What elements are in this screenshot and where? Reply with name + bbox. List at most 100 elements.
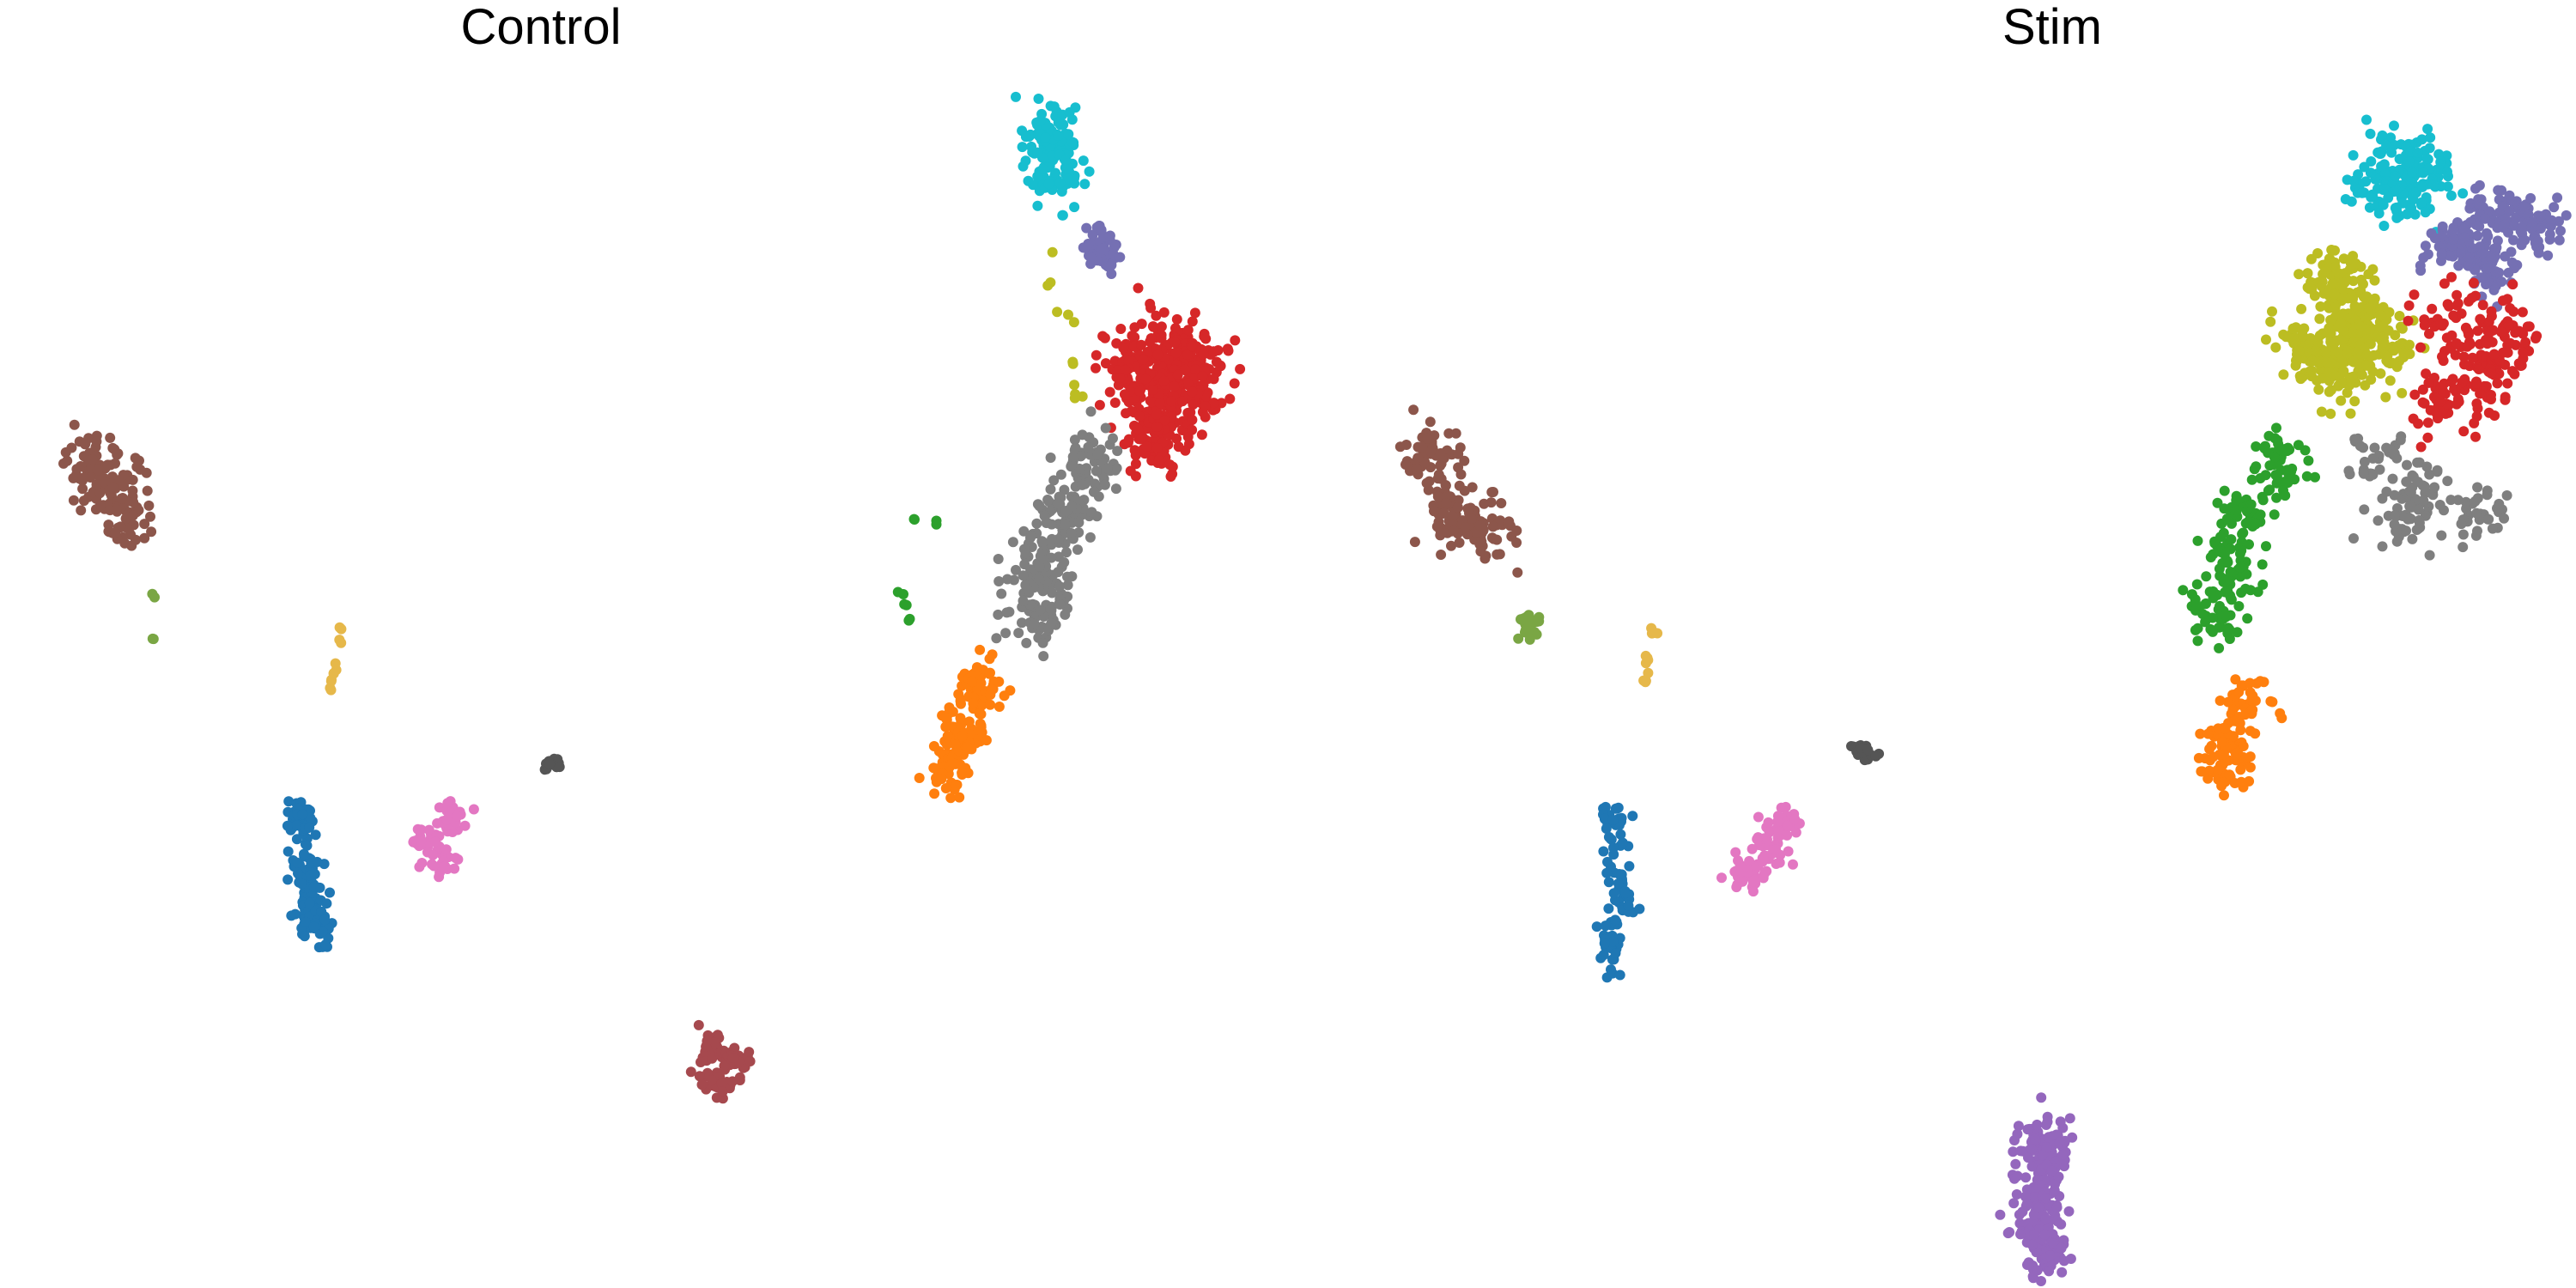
scatter-point bbox=[2403, 300, 2415, 311]
scatter-point bbox=[1045, 483, 1056, 495]
scatter-point bbox=[2316, 365, 2327, 376]
scatter-point bbox=[1789, 814, 1801, 825]
scatter-point bbox=[2281, 476, 2292, 487]
scatter-point bbox=[2233, 747, 2244, 758]
scatter-point bbox=[707, 1053, 718, 1064]
scatter-point bbox=[2448, 310, 2459, 321]
scatter-point bbox=[2452, 495, 2464, 506]
scatter-point bbox=[2233, 687, 2245, 697]
scatter-point bbox=[1230, 335, 1241, 346]
scatter-point bbox=[2506, 257, 2518, 268]
scatter-point bbox=[2036, 1092, 2047, 1103]
scatter-point bbox=[2406, 501, 2417, 513]
scatter-point bbox=[1466, 513, 1477, 524]
scatter-point bbox=[2356, 369, 2367, 380]
scatter-point bbox=[2504, 337, 2515, 349]
scatter-point bbox=[940, 713, 951, 723]
scatter-point bbox=[1620, 888, 1631, 899]
scatter-point bbox=[2349, 434, 2360, 445]
scatter-point bbox=[1110, 240, 1121, 250]
scatter-point bbox=[2441, 332, 2452, 343]
scatter-point bbox=[2506, 195, 2517, 206]
scatter-point bbox=[440, 844, 452, 855]
scatter-point bbox=[1066, 528, 1077, 538]
scatter-point bbox=[2381, 442, 2392, 453]
scatter-point bbox=[2465, 216, 2476, 228]
scatter-point bbox=[2445, 190, 2457, 201]
scatter-point bbox=[1763, 817, 1774, 828]
scatter-point bbox=[2014, 1209, 2025, 1220]
scatter-point bbox=[1607, 815, 1619, 825]
scatter-point bbox=[2500, 251, 2511, 262]
scatter-point bbox=[744, 1047, 755, 1058]
scatter-point bbox=[2391, 453, 2403, 464]
scatter-point bbox=[2527, 216, 2537, 228]
scatter-point bbox=[1100, 422, 1111, 434]
cluster-1 bbox=[1078, 221, 1126, 279]
scatter-point bbox=[2477, 300, 2488, 311]
scatter-point bbox=[744, 1056, 756, 1066]
scatter-point bbox=[2306, 355, 2318, 367]
scatter-point bbox=[1047, 246, 1058, 258]
cluster-8 bbox=[685, 1019, 756, 1104]
scatter-point bbox=[1141, 441, 1152, 452]
scatter-point bbox=[2486, 394, 2496, 404]
scatter-point bbox=[2032, 1265, 2043, 1276]
scatter-point bbox=[1123, 355, 1134, 367]
scatter-point bbox=[1623, 900, 1634, 911]
scatter-point bbox=[2448, 225, 2459, 236]
scatter-point bbox=[2257, 579, 2269, 590]
scatter-point bbox=[2372, 331, 2383, 343]
scatter-point bbox=[2468, 277, 2479, 289]
scatter-point bbox=[2494, 498, 2505, 509]
scatter-point bbox=[2020, 1191, 2031, 1202]
scatter-point bbox=[1599, 813, 1610, 824]
scatter-point bbox=[2348, 326, 2359, 337]
scatter-point bbox=[1074, 463, 1085, 474]
scatter-point bbox=[2375, 368, 2386, 379]
scatter-point bbox=[2043, 1132, 2054, 1143]
scatter-point bbox=[2026, 1239, 2038, 1250]
scatter-point bbox=[2471, 507, 2482, 519]
scatter-point bbox=[1603, 831, 1614, 842]
scatter-point bbox=[2405, 487, 2416, 498]
scatter-point bbox=[1037, 637, 1048, 648]
scatter-point bbox=[2321, 327, 2332, 338]
scatter-point bbox=[2276, 713, 2287, 724]
scatter-point bbox=[2242, 517, 2253, 527]
scatter-point bbox=[2464, 361, 2476, 372]
cluster-8 bbox=[1513, 610, 1545, 645]
scatter-point bbox=[145, 511, 155, 522]
scatter-point bbox=[1109, 398, 1121, 408]
scatter-point bbox=[2475, 313, 2486, 325]
scatter-point bbox=[1200, 391, 1212, 402]
scatter-point bbox=[139, 532, 150, 544]
scatter-point bbox=[1408, 404, 1419, 416]
scatter-point bbox=[2250, 728, 2261, 739]
scatter-point bbox=[2026, 1161, 2038, 1172]
scatter-point bbox=[2330, 261, 2341, 272]
scatter-point bbox=[734, 1075, 745, 1085]
scatter-point bbox=[2327, 278, 2338, 289]
scatter-point bbox=[2372, 515, 2384, 526]
scatter-point bbox=[2451, 289, 2463, 301]
scatter-point bbox=[2357, 187, 2367, 198]
scatter-point bbox=[951, 780, 962, 791]
scatter-point bbox=[2351, 347, 2362, 358]
scatter-point bbox=[1433, 469, 1444, 480]
scatter-point bbox=[1031, 518, 1042, 529]
scatter-point bbox=[1034, 574, 1045, 586]
scatter-point bbox=[1050, 167, 1061, 179]
cluster-9 bbox=[1591, 801, 1645, 983]
scatter-point bbox=[2427, 303, 2438, 314]
scatter-point bbox=[2245, 677, 2256, 689]
scatter-point bbox=[2036, 1276, 2046, 1286]
scatter-point bbox=[2418, 167, 2428, 179]
scatter-point bbox=[1417, 441, 1428, 453]
scatter-point bbox=[1029, 618, 1040, 629]
scatter-point bbox=[2504, 320, 2515, 331]
scatter-point bbox=[283, 874, 294, 885]
scatter-point bbox=[2013, 1121, 2024, 1132]
scatter-point bbox=[1422, 433, 1433, 444]
scatter-point bbox=[2361, 291, 2372, 302]
